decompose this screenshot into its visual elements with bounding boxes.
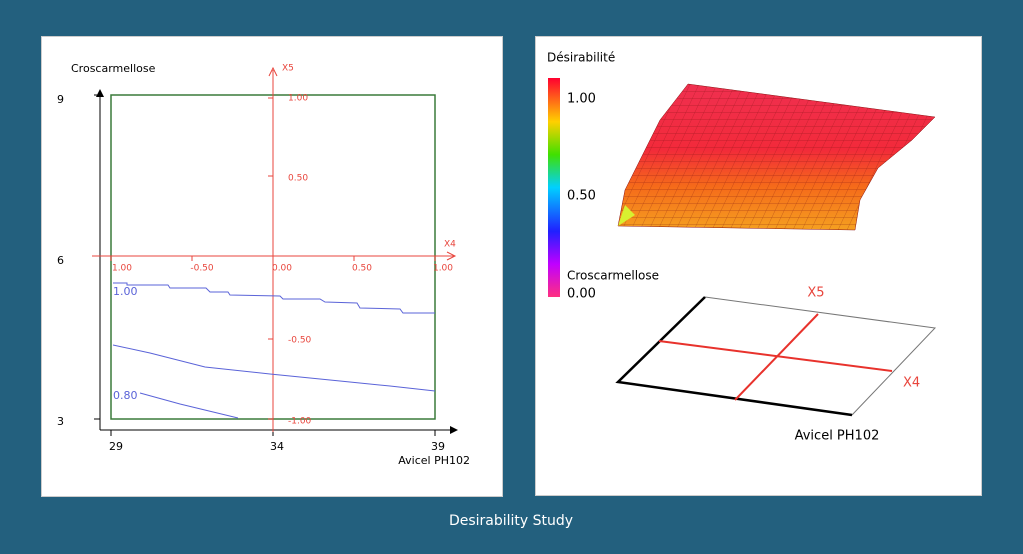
- scale-label: 0.50: [567, 189, 596, 204]
- x4-label: X4: [903, 376, 920, 391]
- surface-low-corner: [618, 205, 635, 226]
- x4-axis-3d: [658, 340, 893, 372]
- x4-tick-label: 0.50: [352, 264, 372, 274]
- scale-label: 0.00: [567, 287, 596, 302]
- x5-tick-label: -0.50: [288, 336, 312, 346]
- y-axis-title: Croscarmellose: [71, 62, 156, 75]
- x-tick-label: 34: [270, 440, 284, 453]
- x5-label: X5: [807, 286, 824, 301]
- contour-line: [113, 282, 435, 314]
- contour-line: [139, 392, 239, 419]
- x4-tick-label: 1.00: [112, 264, 132, 274]
- surface-mesh: [618, 84, 935, 230]
- x-axis-title: Avicel PH102: [398, 454, 470, 467]
- y-tick-label: 3: [57, 415, 64, 428]
- x4-arrow: [446, 251, 457, 261]
- x-tick-label: 39: [431, 440, 445, 453]
- plane-front-edge: [615, 296, 853, 417]
- scale-label: 1.00: [567, 92, 596, 107]
- red-ticks: [110, 97, 436, 420]
- x4-tick-label: 0.00: [272, 264, 292, 274]
- x4-tick-label: 1.00: [433, 264, 453, 274]
- contour-line: [112, 344, 436, 392]
- legend-title: Désirabilité: [547, 51, 615, 65]
- caption: Desirability Study: [449, 513, 573, 529]
- x-arrow: [450, 426, 458, 434]
- color-scale: [548, 78, 560, 297]
- x5-tick-label: -1.00: [288, 417, 312, 427]
- x5-tick-label: 0.50: [288, 174, 308, 184]
- contour-label: 0.80: [113, 389, 138, 402]
- y-tick-label: 9: [57, 93, 64, 106]
- contour-label: 1.00: [113, 285, 138, 298]
- y-axis-title: Croscarmellose: [567, 269, 659, 283]
- x5-arrow: [268, 66, 278, 77]
- contour-panel: [41, 36, 503, 497]
- y-tick-label: 6: [57, 254, 64, 267]
- x5-label: X5: [282, 64, 294, 74]
- x4-tick-label: -0.50: [190, 264, 214, 274]
- x5-axis-3d: [734, 313, 819, 401]
- x4-label: X4: [444, 240, 456, 250]
- x-axis-title: Avicel PH102: [795, 429, 880, 444]
- plane-back-edge: [704, 296, 937, 416]
- x5-tick-label: 1.00: [288, 94, 308, 104]
- x-tick-label: 29: [109, 440, 123, 453]
